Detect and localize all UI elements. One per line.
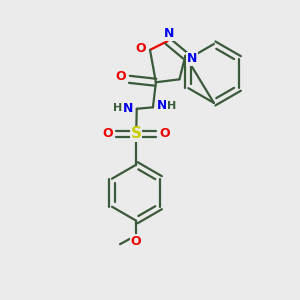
Text: N: N [164, 27, 174, 40]
Text: S: S [131, 126, 142, 141]
Text: N: N [187, 52, 197, 65]
Text: N: N [157, 99, 167, 112]
Text: H: H [167, 101, 176, 111]
Text: O: O [136, 42, 146, 55]
Text: O: O [131, 235, 142, 248]
Text: O: O [116, 70, 127, 83]
Text: H: H [113, 103, 122, 113]
Text: O: O [159, 127, 170, 140]
Text: O: O [103, 127, 113, 140]
Text: N: N [123, 102, 133, 115]
